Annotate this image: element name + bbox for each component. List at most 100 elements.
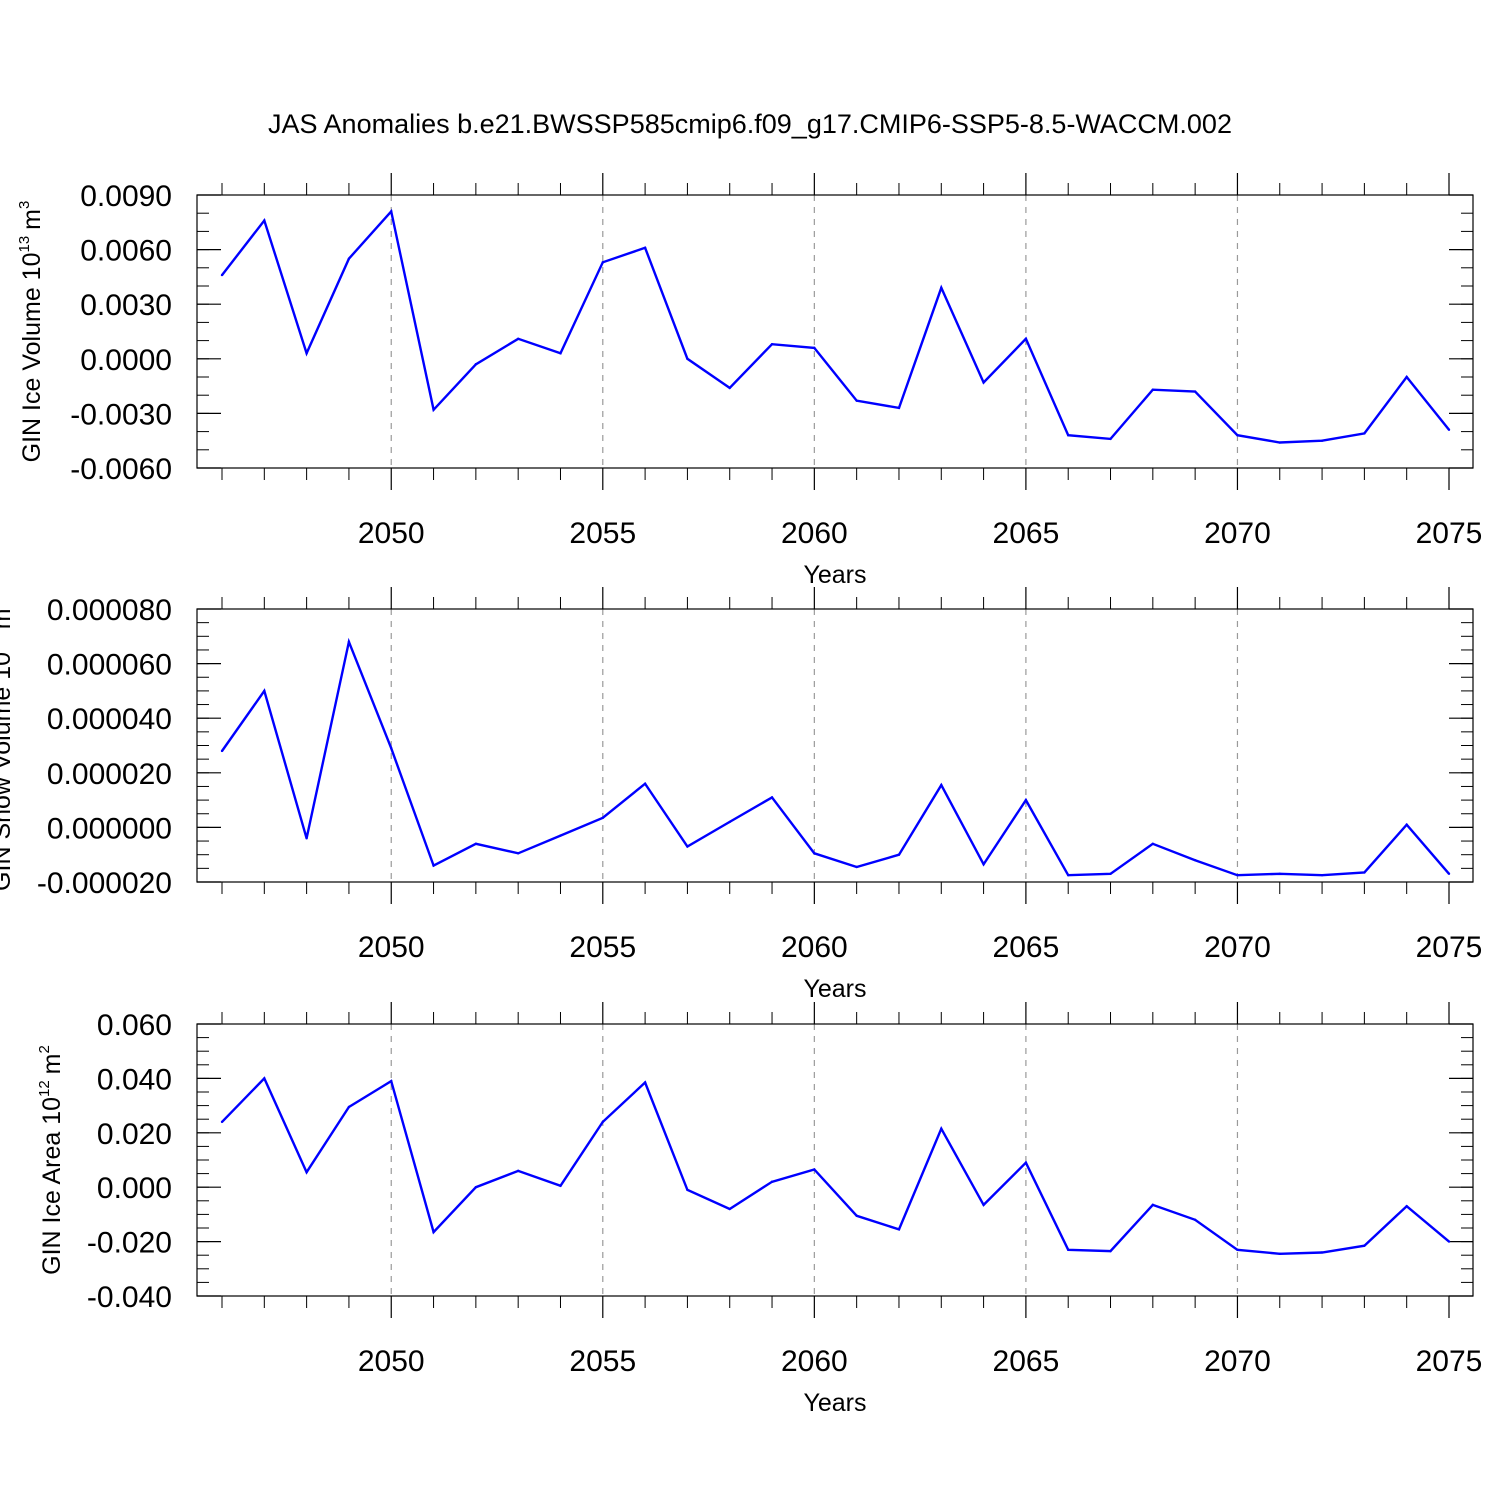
y-axis-title-unit-exponent: 3 [16,201,33,209]
series-line [221,637,1450,877]
x-tick-label: 2060 [781,517,848,550]
data-point-2067 [1109,872,1112,876]
data-point-2048 [305,1171,308,1174]
data-point-2059 [770,343,774,346]
data-point-2056 [643,782,647,785]
data-point-2061 [855,1214,858,1217]
x-tick-label: 2075 [1416,931,1483,964]
x-axis-title: Years [803,975,866,1003]
x-tick-label: 2070 [1204,1345,1271,1378]
data-point-2070 [1236,873,1239,877]
data-point-2071 [1278,872,1281,876]
x-tick-label: 2055 [569,931,636,964]
y-axis-title-text: GIN Ice Volume 10 [18,253,46,463]
x-tick-label: 2050 [358,931,425,964]
data-point-2059 [770,1180,774,1183]
data-point-2051 [432,408,435,411]
data-point-2073 [1363,871,1366,874]
y-tick-label: 0.020 [97,1118,172,1151]
plot-frame [196,194,1474,469]
data-point-2055 [601,816,604,820]
data-point-2056 [643,246,647,249]
y-axis-title-exponent: 13 [16,236,33,253]
x-tick-label: 2075 [1416,517,1483,550]
y-tick-label: 0.000000 [47,812,172,845]
x-tick-label: 2055 [569,1345,636,1378]
y-tick-label: -0.0030 [70,398,172,431]
data-point-2071 [1278,1252,1281,1256]
data-point-2056 [643,1081,647,1084]
x-axis-title: Years [803,1389,866,1417]
data-point-2073 [1363,1244,1366,1247]
data-point-2057 [686,845,689,848]
data-point-2073 [1363,432,1366,435]
panels: 2050 2055 2060 2065 2070 2075 Years -0.0060 -0.0… [0,173,1482,1417]
data-point-2062 [897,1228,901,1231]
data-point-2062 [897,406,901,410]
series-line [221,1076,1450,1256]
y-tick-label: 0.060 [97,1009,172,1042]
y-axis-title-unit-exponent: 3 [0,600,3,608]
data-point-2051 [432,1230,435,1234]
x-tick-label: 2065 [993,931,1060,964]
y-axis-title-unit: m [0,608,16,629]
data-point-2075 [1447,872,1451,876]
y-tick-label: 0.000020 [47,758,172,791]
data-point-2067 [1109,437,1112,441]
plot-frame [196,608,1474,883]
data-point-2057 [686,1188,689,1192]
data-point-2050 [390,747,393,750]
y-tick-label: -0.000020 [37,867,172,900]
data-point-2060 [813,1168,816,1171]
panel-3: 2050 2055 2060 2065 2070 2075 Years -0.040 -0.02… [36,1002,1482,1417]
data-point-2066 [1067,873,1070,877]
y-tick-label: 0.040 [97,1063,172,1096]
data-point-2066 [1067,1248,1070,1251]
data-point-2064 [982,1203,985,1207]
data-point-2055 [601,1120,604,1124]
x-tick-label: 2070 [1204,517,1271,550]
data-point-2067 [1109,1249,1112,1253]
data-point-2069 [1193,1218,1197,1222]
data-point-2052 [474,842,478,845]
x-tick-label: 2075 [1416,1345,1483,1378]
plot-frame [196,1023,1474,1297]
data-point-2054 [559,1184,562,1188]
data-point-2058 [728,386,731,390]
y-tick-label: 0.0090 [80,180,172,213]
data-point-2053 [516,852,520,855]
data-point-2061 [855,399,858,402]
y-tick-label: 0.0000 [80,344,172,377]
data-point-2049 [347,257,351,260]
data-point-2069 [1193,390,1197,393]
x-tick-label: 2065 [993,1345,1060,1378]
data-point-2052 [474,1186,478,1189]
y-tick-label: 0.0030 [80,289,172,322]
y-axis-title-exponent: 12 [36,1080,53,1097]
data-point-2046 [220,1120,224,1124]
x-tick-label: 2065 [993,517,1060,550]
x-tick-label: 2050 [358,1345,425,1378]
data-point-2068 [1151,842,1155,845]
data-point-2051 [432,864,435,867]
data-point-2074 [1405,1205,1408,1208]
x-tick-label: 2055 [569,517,636,550]
data-point-2053 [516,337,520,340]
x-tick-label: 2060 [781,1345,848,1378]
data-point-2070 [1236,434,1239,437]
panel-1: 2050 2055 2060 2065 2070 2075 Years -0.0060 -0.0… [16,173,1482,589]
data-point-2047 [263,689,266,693]
y-axis-title-unit: m [18,209,46,230]
data-point-2059 [770,796,774,799]
data-point-2046 [220,273,224,277]
data-point-2061 [855,865,858,869]
y-axis-title-unit-exponent: 2 [36,1045,53,1053]
data-point-2062 [897,853,901,856]
data-point-2072 [1320,1251,1324,1254]
data-point-2053 [516,1169,520,1173]
data-point-2048 [305,837,308,840]
data-point-2054 [559,834,562,837]
y-tick-label: 0.000080 [47,594,172,627]
data-point-2054 [559,352,562,355]
